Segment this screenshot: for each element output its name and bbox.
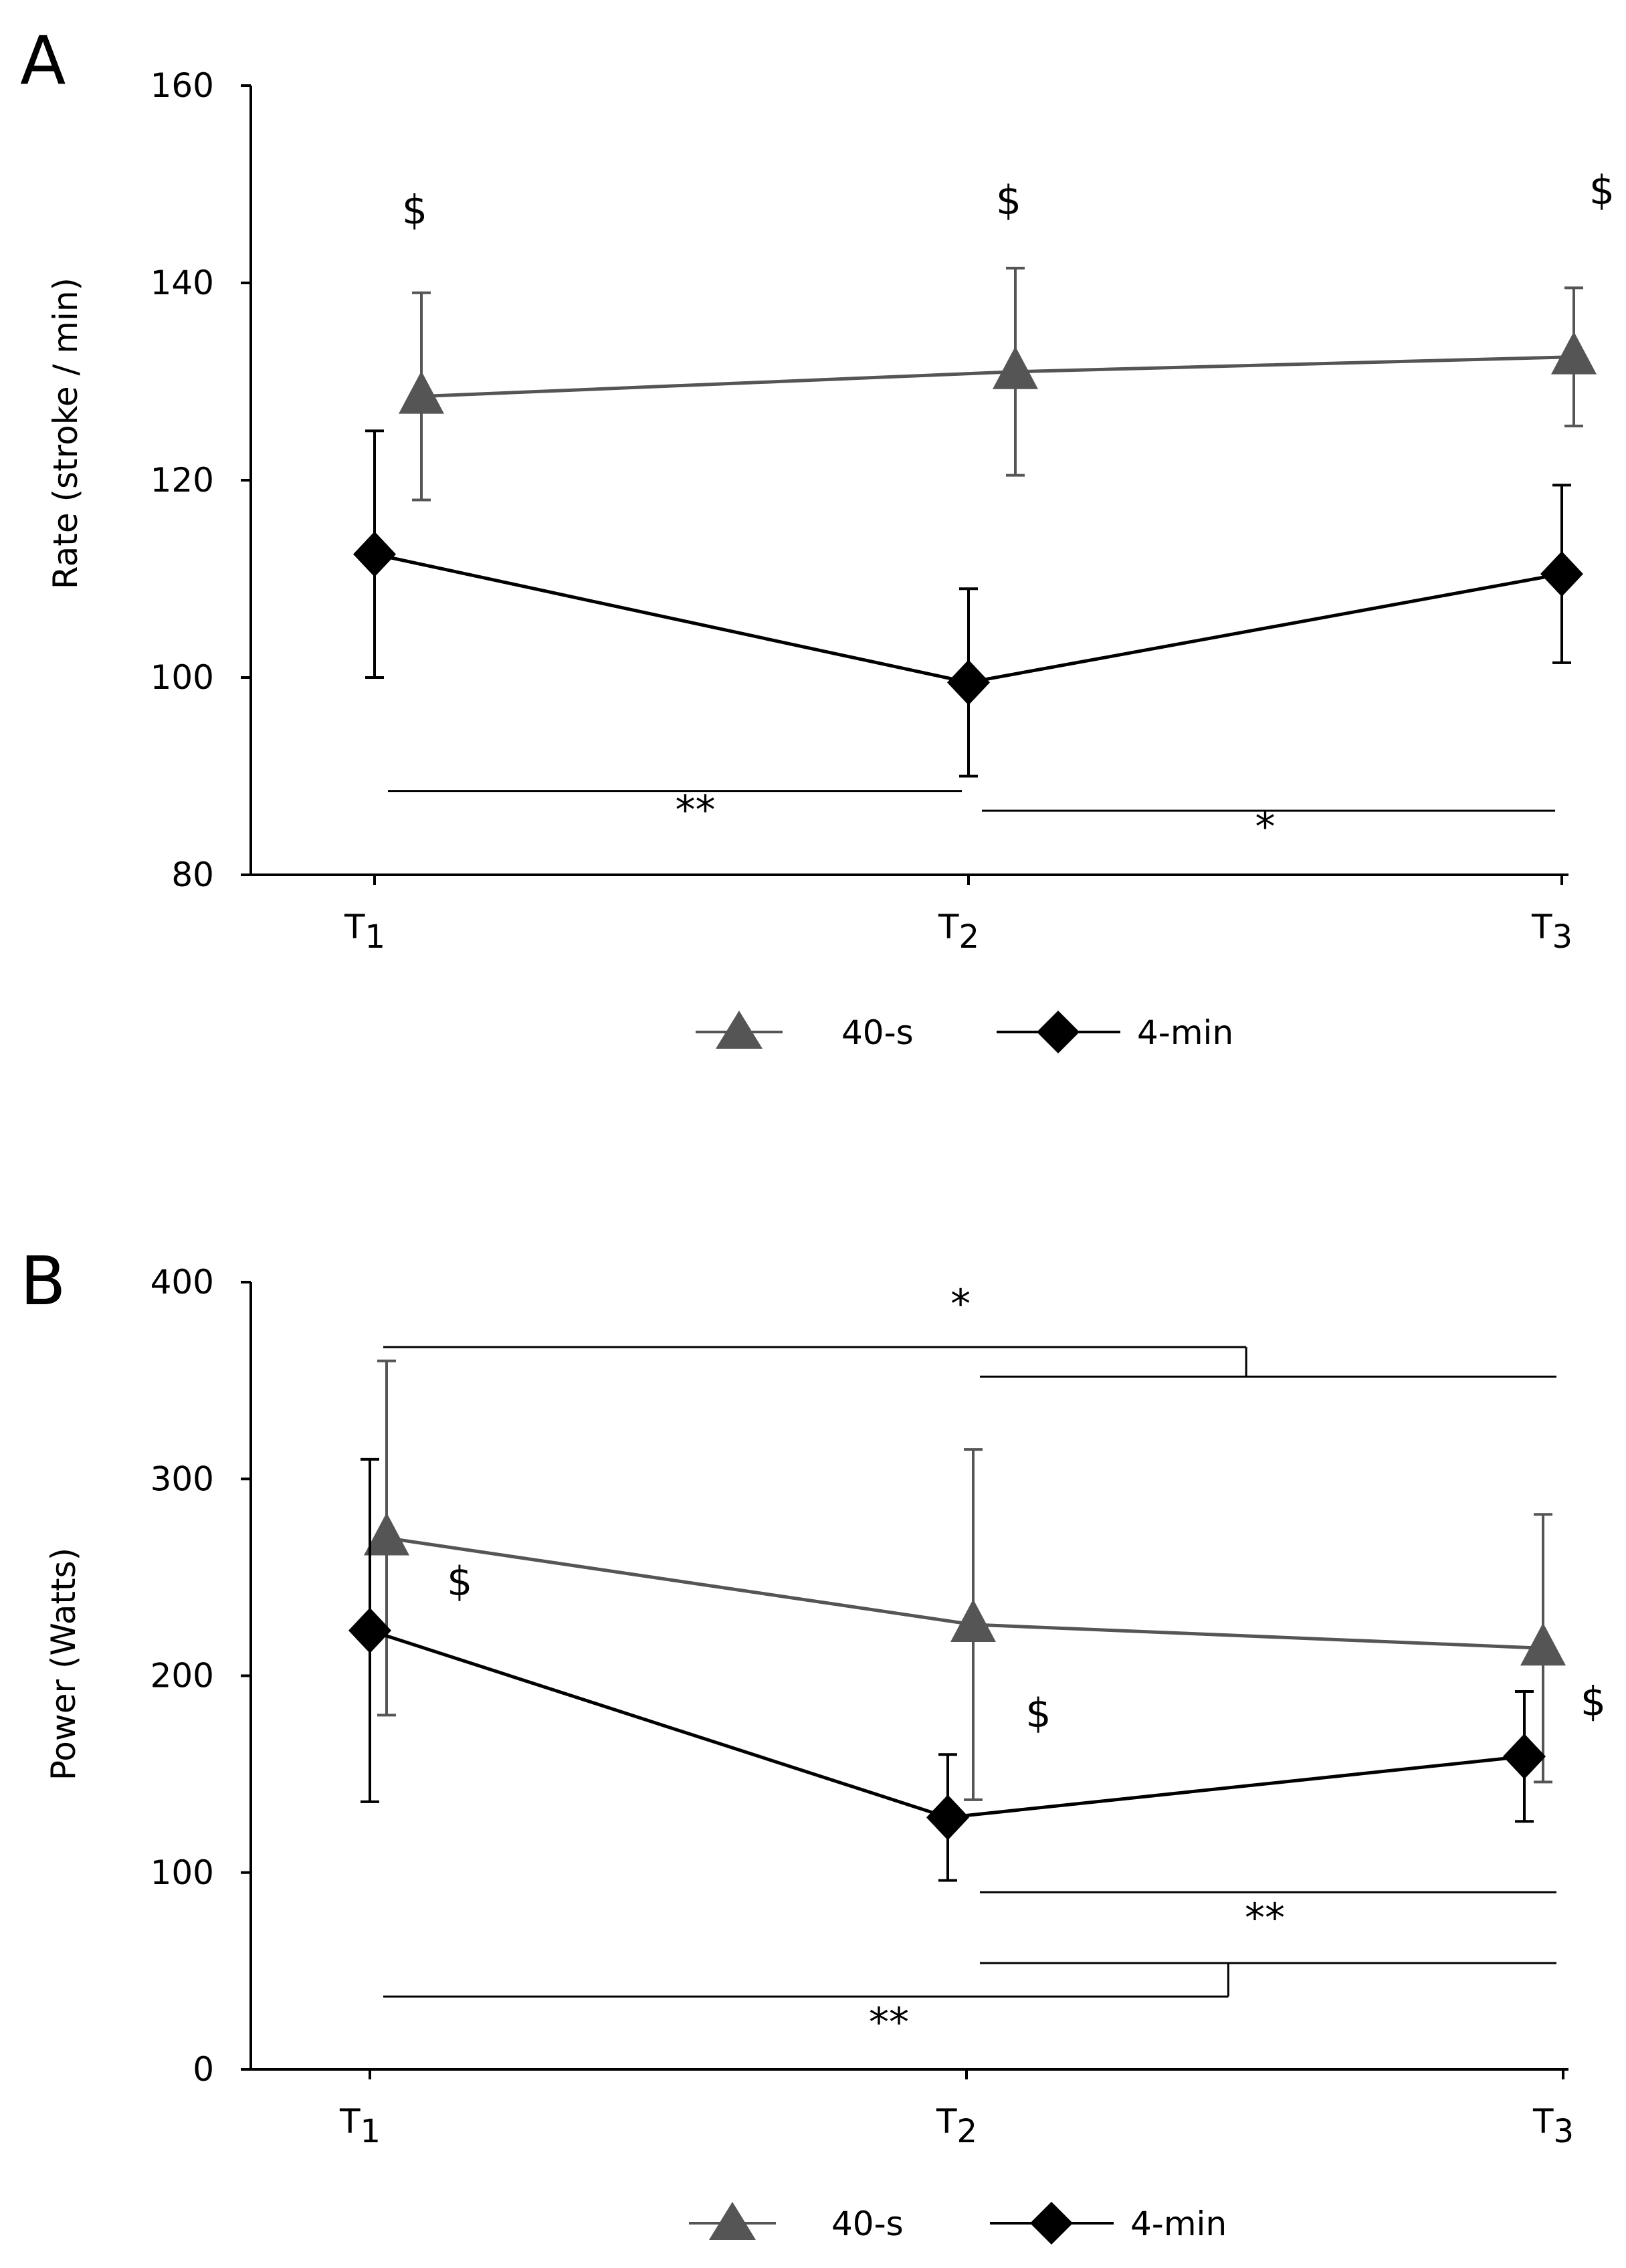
- x-tick-label: T1: [344, 908, 385, 956]
- panel-label: B: [20, 1242, 66, 1320]
- significance-label: **: [1245, 1895, 1285, 1942]
- series-line: [421, 355, 1574, 399]
- legend-marker-triangle: [709, 2202, 756, 2240]
- significance-symbol: $: [402, 187, 427, 234]
- y-axis-title: Power (Watts): [44, 1548, 83, 1780]
- x-tick-label: T3: [1531, 908, 1572, 956]
- y-tick-label: 140: [150, 264, 214, 302]
- panel-label: A: [20, 21, 66, 100]
- significance-label: *: [950, 1281, 971, 1328]
- legend-marker-diamond: [1037, 1011, 1080, 1053]
- data-point-triangle: [950, 1599, 996, 1642]
- legend-marker-triangle: [716, 1011, 763, 1049]
- x-tick-label: T2: [936, 2102, 977, 2150]
- y-tick-label: 300: [150, 1459, 214, 1498]
- y-tick-label: 200: [150, 1657, 214, 1695]
- data-point-triangle: [399, 371, 444, 414]
- data-point-diamond: [1503, 1734, 1546, 1780]
- significance-symbol: $: [447, 1558, 472, 1605]
- significance-symbol: $: [996, 177, 1021, 224]
- significance-label: **: [676, 787, 716, 833]
- legend: 40-s 4-min: [689, 2202, 1227, 2245]
- data-point-triangle: [1520, 1623, 1566, 1666]
- legend-label-4min: 4-min: [1130, 2204, 1227, 2243]
- y-tick-label: 120: [150, 461, 214, 500]
- legend-marker-diamond: [1030, 2202, 1073, 2245]
- legend-label-4min: 4-min: [1137, 1013, 1233, 1052]
- data-point-triangle: [993, 346, 1038, 389]
- x-tick-label: T1: [339, 2102, 381, 2150]
- significance-label: **: [869, 1999, 909, 2046]
- x-tick-label: T3: [1532, 2102, 1574, 2150]
- legend-label-40s: 40-s: [831, 2204, 904, 2243]
- significance-symbol: $: [1589, 167, 1615, 214]
- y-tick-label: 0: [193, 2050, 214, 2089]
- y-tick-label: 100: [150, 1853, 214, 1892]
- data-point-triangle: [1551, 331, 1597, 375]
- legend: 40-s 4-min: [696, 1011, 1233, 1053]
- data-point-diamond: [348, 1607, 391, 1653]
- y-tick-label: 100: [150, 658, 214, 697]
- y-tick-label: 400: [150, 1263, 214, 1302]
- data-point-triangle: [364, 1512, 409, 1556]
- y-axis-title: Rate (stroke / min): [46, 278, 85, 589]
- significance-symbol: $: [1581, 1678, 1606, 1725]
- x-tick-label: T2: [938, 908, 979, 956]
- data-point-diamond: [353, 531, 396, 577]
- panel-a: A Rate (stroke / min) 80 100 120 140 160 T1 T2…: [20, 21, 1615, 1053]
- data-point-diamond: [1540, 551, 1583, 597]
- data-point-diamond: [947, 659, 990, 706]
- significance-symbol: $: [1025, 1690, 1051, 1737]
- y-tick-label: 160: [150, 66, 214, 105]
- significance-label: *: [1255, 803, 1276, 850]
- data-point-diamond: [926, 1794, 969, 1841]
- legend-label-40s: 40-s: [841, 1013, 914, 1052]
- y-tick-label: 80: [171, 855, 214, 894]
